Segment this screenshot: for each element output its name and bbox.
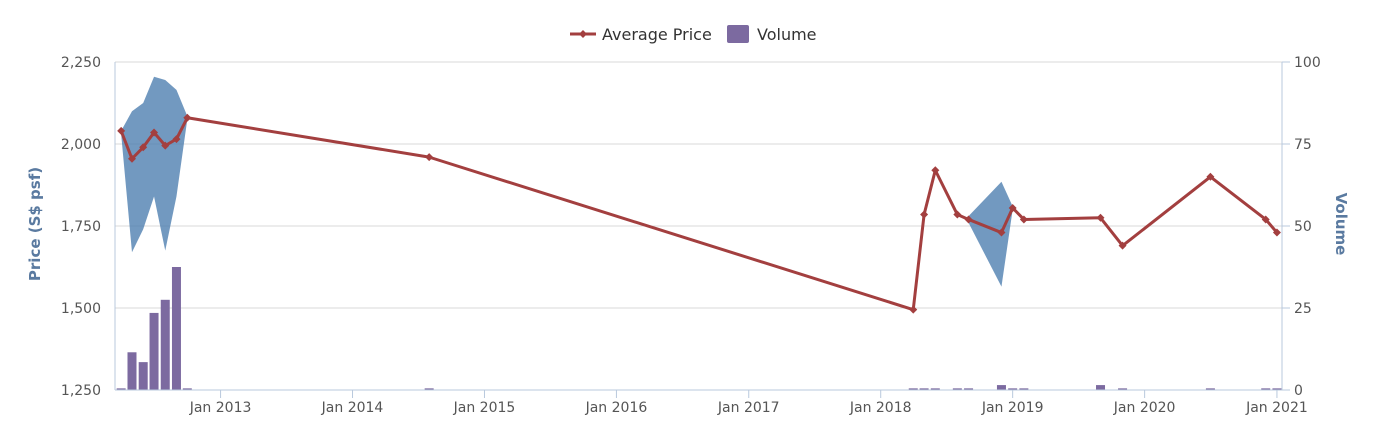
volume-bar[interactable] xyxy=(171,267,181,390)
price-point-marker[interactable] xyxy=(1019,215,1028,224)
volume-bar[interactable] xyxy=(424,388,434,390)
price-line xyxy=(119,116,1279,312)
left-tick-label: 1,250 xyxy=(61,383,101,399)
right-axis-ticks: 0 25 50 75 100 xyxy=(1282,55,1321,399)
volume-bar[interactable] xyxy=(952,388,962,390)
price-point-marker[interactable] xyxy=(1272,228,1281,237)
legend-price-label: Average Price xyxy=(602,25,712,44)
volume-bar[interactable] xyxy=(149,312,159,390)
price-point-marker[interactable] xyxy=(1008,203,1017,212)
right-tick-label: 0 xyxy=(1294,383,1303,399)
price-range-bands xyxy=(121,76,1013,287)
volume-bar[interactable] xyxy=(919,388,929,390)
x-tick-label: Jan 2021 xyxy=(1245,400,1308,416)
price-point-marker[interactable] xyxy=(139,143,148,152)
volume-bar[interactable] xyxy=(930,388,940,390)
volume-bar[interactable] xyxy=(996,385,1006,390)
x-tick-label: Jan 2018 xyxy=(849,400,912,416)
volume-bar[interactable] xyxy=(1096,385,1106,390)
legend-item-average-price[interactable]: Average Price xyxy=(570,25,712,44)
price-point-marker[interactable] xyxy=(931,166,940,175)
legend-volume-label: Volume xyxy=(757,25,817,44)
price-point-marker[interactable] xyxy=(161,141,170,150)
price-point-marker[interactable] xyxy=(117,126,126,135)
left-tick-label: 1,500 xyxy=(61,301,101,317)
right-tick-label: 50 xyxy=(1294,219,1312,235)
legend-item-volume[interactable]: Volume xyxy=(727,25,817,44)
left-tick-label: 2,000 xyxy=(61,137,101,153)
volume-bar[interactable] xyxy=(1008,388,1018,390)
price-point-marker[interactable] xyxy=(909,305,918,314)
volume-bar[interactable] xyxy=(182,388,192,390)
volume-bar[interactable] xyxy=(138,362,148,390)
price-point-marker[interactable] xyxy=(1261,215,1270,224)
volume-bar[interactable] xyxy=(1118,388,1128,390)
x-tick-label: Jan 2015 xyxy=(453,400,516,416)
price-range-band xyxy=(968,181,1013,287)
price-point-marker[interactable] xyxy=(953,210,962,219)
price-point-marker[interactable] xyxy=(1118,241,1127,250)
price-point-marker[interactable] xyxy=(1096,213,1105,222)
volume-bar[interactable] xyxy=(1205,388,1215,390)
volume-bar[interactable] xyxy=(964,388,974,390)
price-point-marker[interactable] xyxy=(127,154,136,163)
left-axis-title: Price (S$ psf) xyxy=(26,167,44,281)
volume-bar[interactable] xyxy=(908,388,918,390)
price-point-marker[interactable] xyxy=(150,128,159,137)
x-tick-label: Jan 2017 xyxy=(717,400,780,416)
right-tick-label: 100 xyxy=(1294,55,1321,71)
volume-bar[interactable] xyxy=(127,352,137,390)
volume-bars xyxy=(116,267,1282,390)
volume-bar[interactable] xyxy=(1272,388,1282,390)
x-tick-label: Jan 2013 xyxy=(189,400,252,416)
volume-bar[interactable] xyxy=(1261,388,1271,390)
price-point-marker[interactable] xyxy=(920,210,929,219)
right-tick-label: 25 xyxy=(1294,301,1312,317)
price-point-marker[interactable] xyxy=(997,228,1006,237)
x-axis-ticks: Jan 2013 Jan 2014 Jan 2015 Jan 2016 Jan 2017… xyxy=(189,390,1308,416)
volume-bar[interactable] xyxy=(1019,388,1029,390)
volume-bar[interactable] xyxy=(160,299,170,390)
legend-volume-swatch-icon xyxy=(727,25,749,43)
x-tick-label: Jan 2016 xyxy=(585,400,648,416)
left-axis-ticks: 1,250 1,500 1,750 2,000 2,250 xyxy=(61,55,101,399)
price-point-marker[interactable] xyxy=(172,135,181,144)
x-tick-label: Jan 2019 xyxy=(981,400,1044,416)
legend: Average Price Volume xyxy=(570,25,817,44)
left-tick-label: 2,250 xyxy=(61,55,101,71)
legend-price-marker-icon xyxy=(579,30,587,38)
price-point-marker[interactable] xyxy=(1206,172,1215,181)
left-tick-label: 1,750 xyxy=(61,219,101,235)
volume-bar[interactable] xyxy=(116,388,126,390)
price-point-marker[interactable] xyxy=(425,153,434,162)
right-axis-title: Volume xyxy=(1332,193,1350,256)
price-range-band xyxy=(121,76,188,253)
x-tick-label: Jan 2020 xyxy=(1113,400,1176,416)
right-tick-label: 75 xyxy=(1294,137,1312,153)
x-tick-label: Jan 2014 xyxy=(321,400,384,416)
price-point-marker[interactable] xyxy=(183,113,192,122)
price-point-marker[interactable] xyxy=(964,215,973,224)
price-line-series xyxy=(117,113,1281,314)
